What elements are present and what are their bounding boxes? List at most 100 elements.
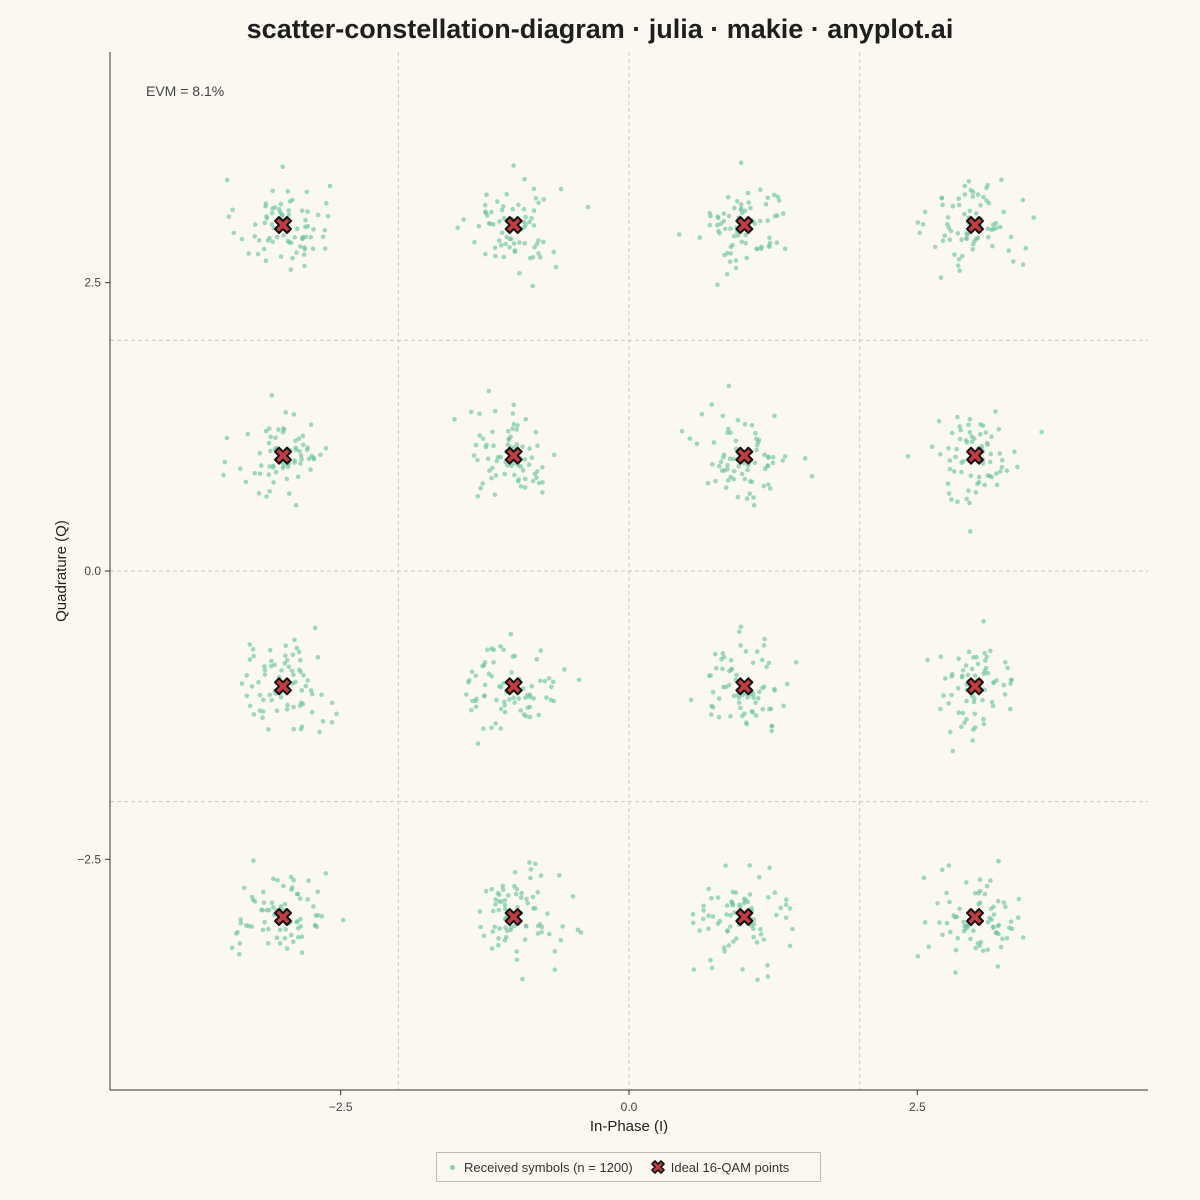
received-symbol-point (960, 668, 966, 673)
received-symbol-point (988, 878, 993, 883)
ideal-point-marker (274, 677, 292, 696)
received-symbol-point (996, 427, 1002, 432)
received-symbol-point (525, 901, 530, 906)
received-symbol-point (259, 463, 264, 468)
received-symbol-point (938, 654, 944, 660)
received-symbol-point (545, 911, 550, 916)
received-symbol-point (260, 927, 266, 933)
received-symbol-point (701, 908, 706, 913)
received-symbol-point (705, 480, 711, 486)
received-symbol-point (959, 673, 965, 679)
received-symbol-point (221, 472, 226, 478)
received-symbol-point (502, 699, 507, 705)
received-symbol-point (526, 462, 532, 467)
received-symbol-point (329, 720, 335, 725)
received-symbol-point (753, 700, 758, 705)
received-symbol-point (292, 458, 297, 463)
y-tick-label: 2.5 (84, 276, 101, 290)
received-symbol-point (293, 679, 298, 685)
received-symbol-point (1000, 936, 1005, 942)
received-symbol-point (1039, 429, 1044, 435)
received-symbols (221, 160, 1044, 982)
received-symbol-point (981, 716, 986, 722)
received-symbol-point (1007, 925, 1012, 931)
received-symbol-point (956, 196, 961, 201)
received-symbol-point (734, 672, 739, 678)
received-symbol-point (284, 707, 290, 712)
received-symbol-point (780, 211, 786, 216)
received-symbol-point (513, 891, 519, 897)
received-symbol-point (489, 946, 495, 951)
ideal-points (274, 216, 984, 926)
received-symbol-point (263, 201, 269, 206)
received-symbol-point (782, 454, 788, 459)
received-symbol-point (770, 454, 776, 460)
received-symbol-point (247, 642, 253, 647)
received-symbol-point (994, 482, 1000, 488)
received-symbol-point (303, 224, 308, 230)
received-symbol-point (319, 692, 324, 697)
received-symbol-point (966, 422, 971, 428)
received-symbol-point (226, 214, 232, 219)
received-symbol-point (971, 928, 976, 933)
received-symbol-point (989, 434, 994, 439)
received-symbol-point (982, 650, 987, 656)
received-symbol-point (250, 647, 256, 652)
received-symbol-point (273, 469, 279, 475)
received-symbol-point (522, 241, 527, 246)
received-symbol-point (721, 654, 727, 660)
received-symbol-point (291, 939, 296, 944)
received-symbol-point (740, 967, 745, 972)
received-symbol-point (956, 257, 962, 262)
received-symbol-point (501, 204, 506, 209)
received-symbol-point (739, 210, 745, 216)
received-symbol-point (957, 268, 962, 274)
received-symbol-point (955, 414, 960, 420)
received-symbol-point (286, 208, 292, 213)
received-symbol-point (753, 430, 758, 436)
received-symbol-point (511, 445, 517, 451)
received-symbol-point (749, 423, 755, 428)
received-symbol-point (760, 657, 765, 663)
received-symbol-point (317, 729, 322, 735)
received-symbol-point (1020, 935, 1026, 940)
received-symbol-point (520, 468, 526, 473)
received-symbol-point (287, 199, 293, 204)
received-symbol-point (947, 466, 953, 472)
received-symbol-point (558, 938, 564, 943)
received-symbol-point (937, 920, 942, 925)
received-symbol-point (728, 251, 733, 256)
received-symbol-point (280, 465, 286, 471)
received-symbol-point (506, 436, 512, 442)
received-symbol-point (549, 684, 554, 690)
received-symbol-point (730, 242, 735, 248)
received-symbol-point (970, 247, 975, 252)
received-symbol-point (498, 726, 504, 731)
received-symbol-point (991, 904, 996, 910)
received-symbol-point (905, 454, 911, 459)
received-symbol-point (976, 474, 982, 480)
received-symbol-point (511, 402, 516, 408)
received-symbol-point (745, 695, 750, 700)
received-symbol-point (968, 187, 974, 193)
received-symbol-point (973, 490, 979, 495)
received-symbol-point (972, 673, 978, 678)
received-symbol-point (557, 873, 562, 878)
received-symbol-point (481, 933, 487, 939)
received-symbol-point (531, 223, 537, 228)
received-symbol-point (251, 858, 256, 863)
received-symbol-point (1008, 681, 1013, 686)
received-symbol-point (749, 709, 755, 714)
received-symbol-point (738, 202, 744, 207)
received-symbol-point (469, 669, 475, 675)
received-symbol-point (743, 649, 749, 654)
received-symbol-point (747, 491, 752, 497)
received-symbol-point (774, 240, 780, 245)
received-symbol-point (742, 421, 748, 427)
received-symbol-point (995, 964, 1001, 969)
x-tick-label: 0.0 (621, 1100, 638, 1114)
received-symbol-point (516, 477, 521, 482)
received-symbol-point (706, 886, 711, 892)
received-symbol-point (491, 660, 496, 665)
